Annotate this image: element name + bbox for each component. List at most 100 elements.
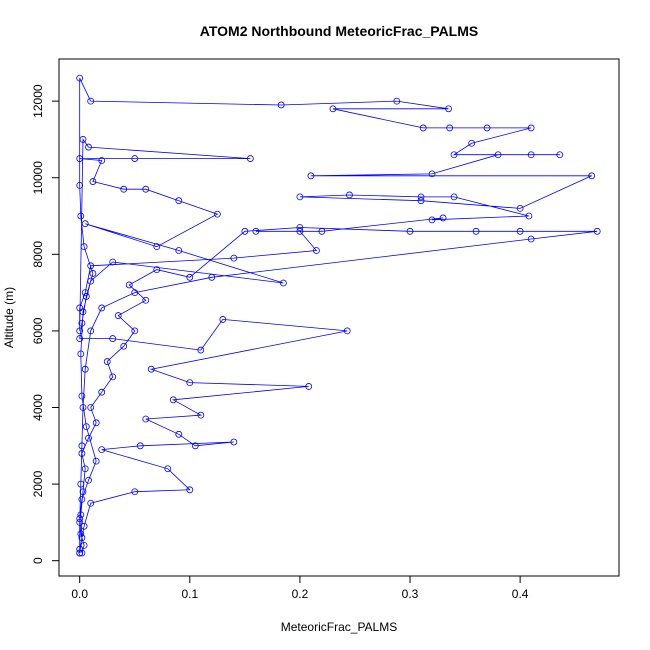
data-point — [186, 379, 194, 387]
y-tick-label: 6000 — [31, 317, 45, 344]
data-point — [77, 530, 85, 538]
data-point — [120, 342, 128, 350]
data-point — [87, 277, 95, 285]
data-point — [446, 124, 454, 132]
x-axis-label: MeteoricFrac_PALMS — [281, 620, 397, 634]
data-point — [241, 227, 249, 235]
data-point — [78, 392, 86, 400]
data-point — [277, 101, 285, 109]
data-point — [588, 172, 596, 180]
data-point — [109, 373, 117, 381]
data-point — [318, 227, 326, 235]
data-point — [230, 438, 238, 446]
data-point — [593, 227, 601, 235]
data-point — [164, 465, 172, 473]
data-point — [494, 151, 502, 159]
data-point — [516, 204, 524, 212]
data-point — [76, 545, 84, 553]
data-point — [79, 488, 87, 496]
data-point — [76, 181, 84, 189]
data-point — [305, 383, 313, 390]
data-point — [246, 155, 254, 162]
data-point — [230, 254, 238, 262]
data-point — [131, 488, 139, 496]
data-point — [87, 262, 95, 270]
data-point — [428, 170, 436, 178]
data-point — [131, 327, 139, 335]
data-point — [417, 193, 425, 201]
data-point — [186, 486, 194, 494]
data-point — [92, 419, 100, 427]
data-point — [439, 214, 447, 222]
data-point — [109, 258, 117, 266]
data-point — [142, 415, 150, 423]
data-point — [81, 289, 89, 297]
data-point — [417, 197, 425, 205]
data-point — [525, 212, 533, 220]
data-point — [296, 224, 304, 231]
data-point — [136, 442, 144, 450]
data-point — [76, 515, 84, 522]
data-point — [81, 465, 89, 473]
y-tick-label: 0 — [31, 557, 45, 564]
data-point — [307, 172, 315, 180]
data-point — [76, 304, 84, 312]
data-point — [419, 124, 427, 132]
data-point — [142, 185, 150, 193]
data-point — [87, 499, 95, 507]
data-point — [78, 496, 86, 503]
data-point — [147, 365, 155, 373]
data-point — [343, 327, 351, 335]
data-point — [527, 151, 535, 159]
data-point — [175, 430, 183, 438]
data-point — [252, 227, 260, 235]
data-point — [77, 511, 85, 519]
data-point — [142, 296, 150, 304]
data-point — [78, 534, 86, 542]
data-point — [153, 266, 161, 274]
data-point — [80, 541, 88, 549]
data-point — [279, 279, 287, 287]
data-point — [78, 319, 86, 327]
data-point — [76, 335, 84, 342]
data-point — [313, 247, 320, 254]
data-point — [92, 457, 100, 465]
data-point — [98, 388, 106, 396]
x-tick-label: 0.1 — [181, 587, 198, 601]
data-point — [80, 522, 88, 530]
data-point — [79, 404, 87, 411]
data-point — [78, 442, 86, 450]
y-tick-label: 12000 — [31, 84, 45, 118]
x-tick-label: 0.4 — [512, 587, 529, 601]
data-point — [191, 442, 199, 450]
data-point — [85, 476, 92, 484]
data-point — [472, 227, 480, 235]
data-point — [527, 235, 535, 243]
data-point — [114, 312, 122, 319]
data-point — [329, 105, 337, 113]
data-point — [445, 105, 452, 113]
data-point — [98, 157, 106, 164]
data-point — [78, 450, 86, 457]
data-point — [296, 227, 304, 235]
data-point — [98, 446, 106, 454]
y-tick-label: 2000 — [31, 470, 45, 497]
data-point — [80, 243, 88, 251]
data-point — [468, 139, 476, 147]
data-point — [393, 97, 401, 105]
data-point — [556, 151, 564, 159]
data-point — [169, 396, 177, 404]
x-tick-label: 0.2 — [292, 587, 309, 601]
data-point — [76, 74, 84, 82]
data-point — [87, 404, 95, 411]
data-point — [109, 335, 117, 342]
data-point — [79, 308, 87, 316]
data-point — [186, 273, 194, 281]
y-tick-label: 10000 — [31, 161, 45, 195]
data-point — [213, 210, 221, 218]
y-tick-label: 4000 — [31, 394, 45, 421]
data-point — [87, 327, 95, 335]
plot-frame — [58, 58, 620, 577]
